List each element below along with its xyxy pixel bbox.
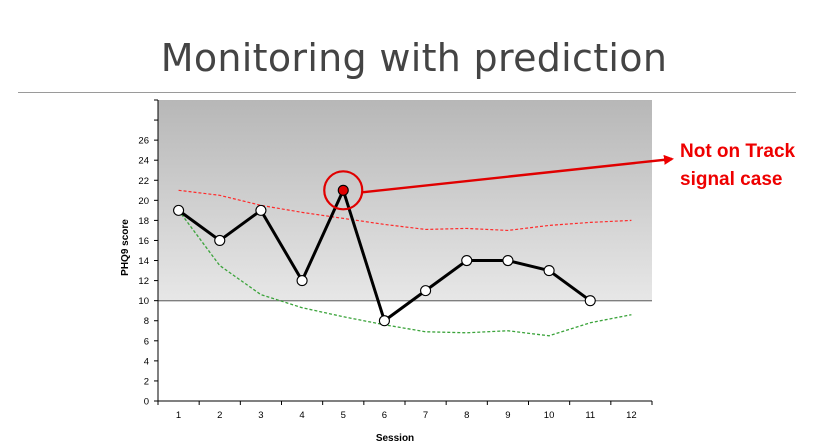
x-tick-label: 3 (258, 410, 263, 421)
y-tick-label: 22 (138, 176, 149, 187)
y-tick-label: 10 (138, 296, 149, 307)
y-tick-label: 0 (144, 397, 149, 408)
x-tick-label: 12 (626, 410, 637, 421)
x-tick-label: 10 (544, 410, 555, 421)
upper-prediction-line (178, 189, 632, 232)
x-tick-label: 11 (585, 410, 595, 421)
x-tick-label: 7 (423, 410, 428, 421)
subclinical-region (158, 300, 652, 401)
callout-line-1: Not on Track (680, 141, 796, 162)
x-tick-label: 9 (505, 410, 510, 421)
y-tick-label: 4 (144, 356, 149, 367)
y-tick-label: 6 (144, 336, 149, 347)
y-tick-label: 16 (138, 236, 149, 247)
x-tick-label: 4 (299, 410, 304, 421)
x-axis-title: Session (376, 433, 414, 443)
y-tick-label: 24 (138, 156, 149, 167)
y-tick-label: 12 (138, 276, 149, 287)
x-tick-label: 1 (176, 410, 181, 421)
callout-line-2: signal case (680, 169, 782, 190)
observed-point (255, 204, 267, 216)
title-divider (18, 92, 796, 93)
observed-point (502, 254, 514, 267)
x-tick-label: 8 (464, 410, 469, 421)
y-tick-label: 18 (138, 216, 149, 227)
observed-point (584, 295, 596, 307)
x-tick-label: 6 (382, 410, 387, 421)
y-tick-label: 26 (138, 136, 149, 147)
observed-point (461, 254, 473, 267)
observed-point (214, 234, 226, 247)
x-tick-label: 5 (341, 410, 346, 421)
y-tick-label: 14 (138, 256, 149, 267)
lower-prediction-line (178, 209, 632, 337)
y-axis-title: PHQ9 score (120, 219, 131, 276)
observed-point (337, 184, 349, 196)
observed-point (296, 275, 308, 287)
slide-title: Monitoring with prediction (160, 36, 668, 80)
highlight-ring (323, 170, 364, 211)
callout-arrow (362, 154, 674, 194)
y-tick-label: 2 (144, 376, 149, 387)
y-tick-label: 8 (144, 316, 149, 327)
observed-point (378, 315, 390, 327)
observed-point (543, 265, 555, 277)
y-tick-label: 20 (138, 196, 149, 207)
observed-point (173, 204, 185, 216)
observed-point (420, 285, 432, 297)
x-tick-label: 2 (217, 410, 222, 421)
